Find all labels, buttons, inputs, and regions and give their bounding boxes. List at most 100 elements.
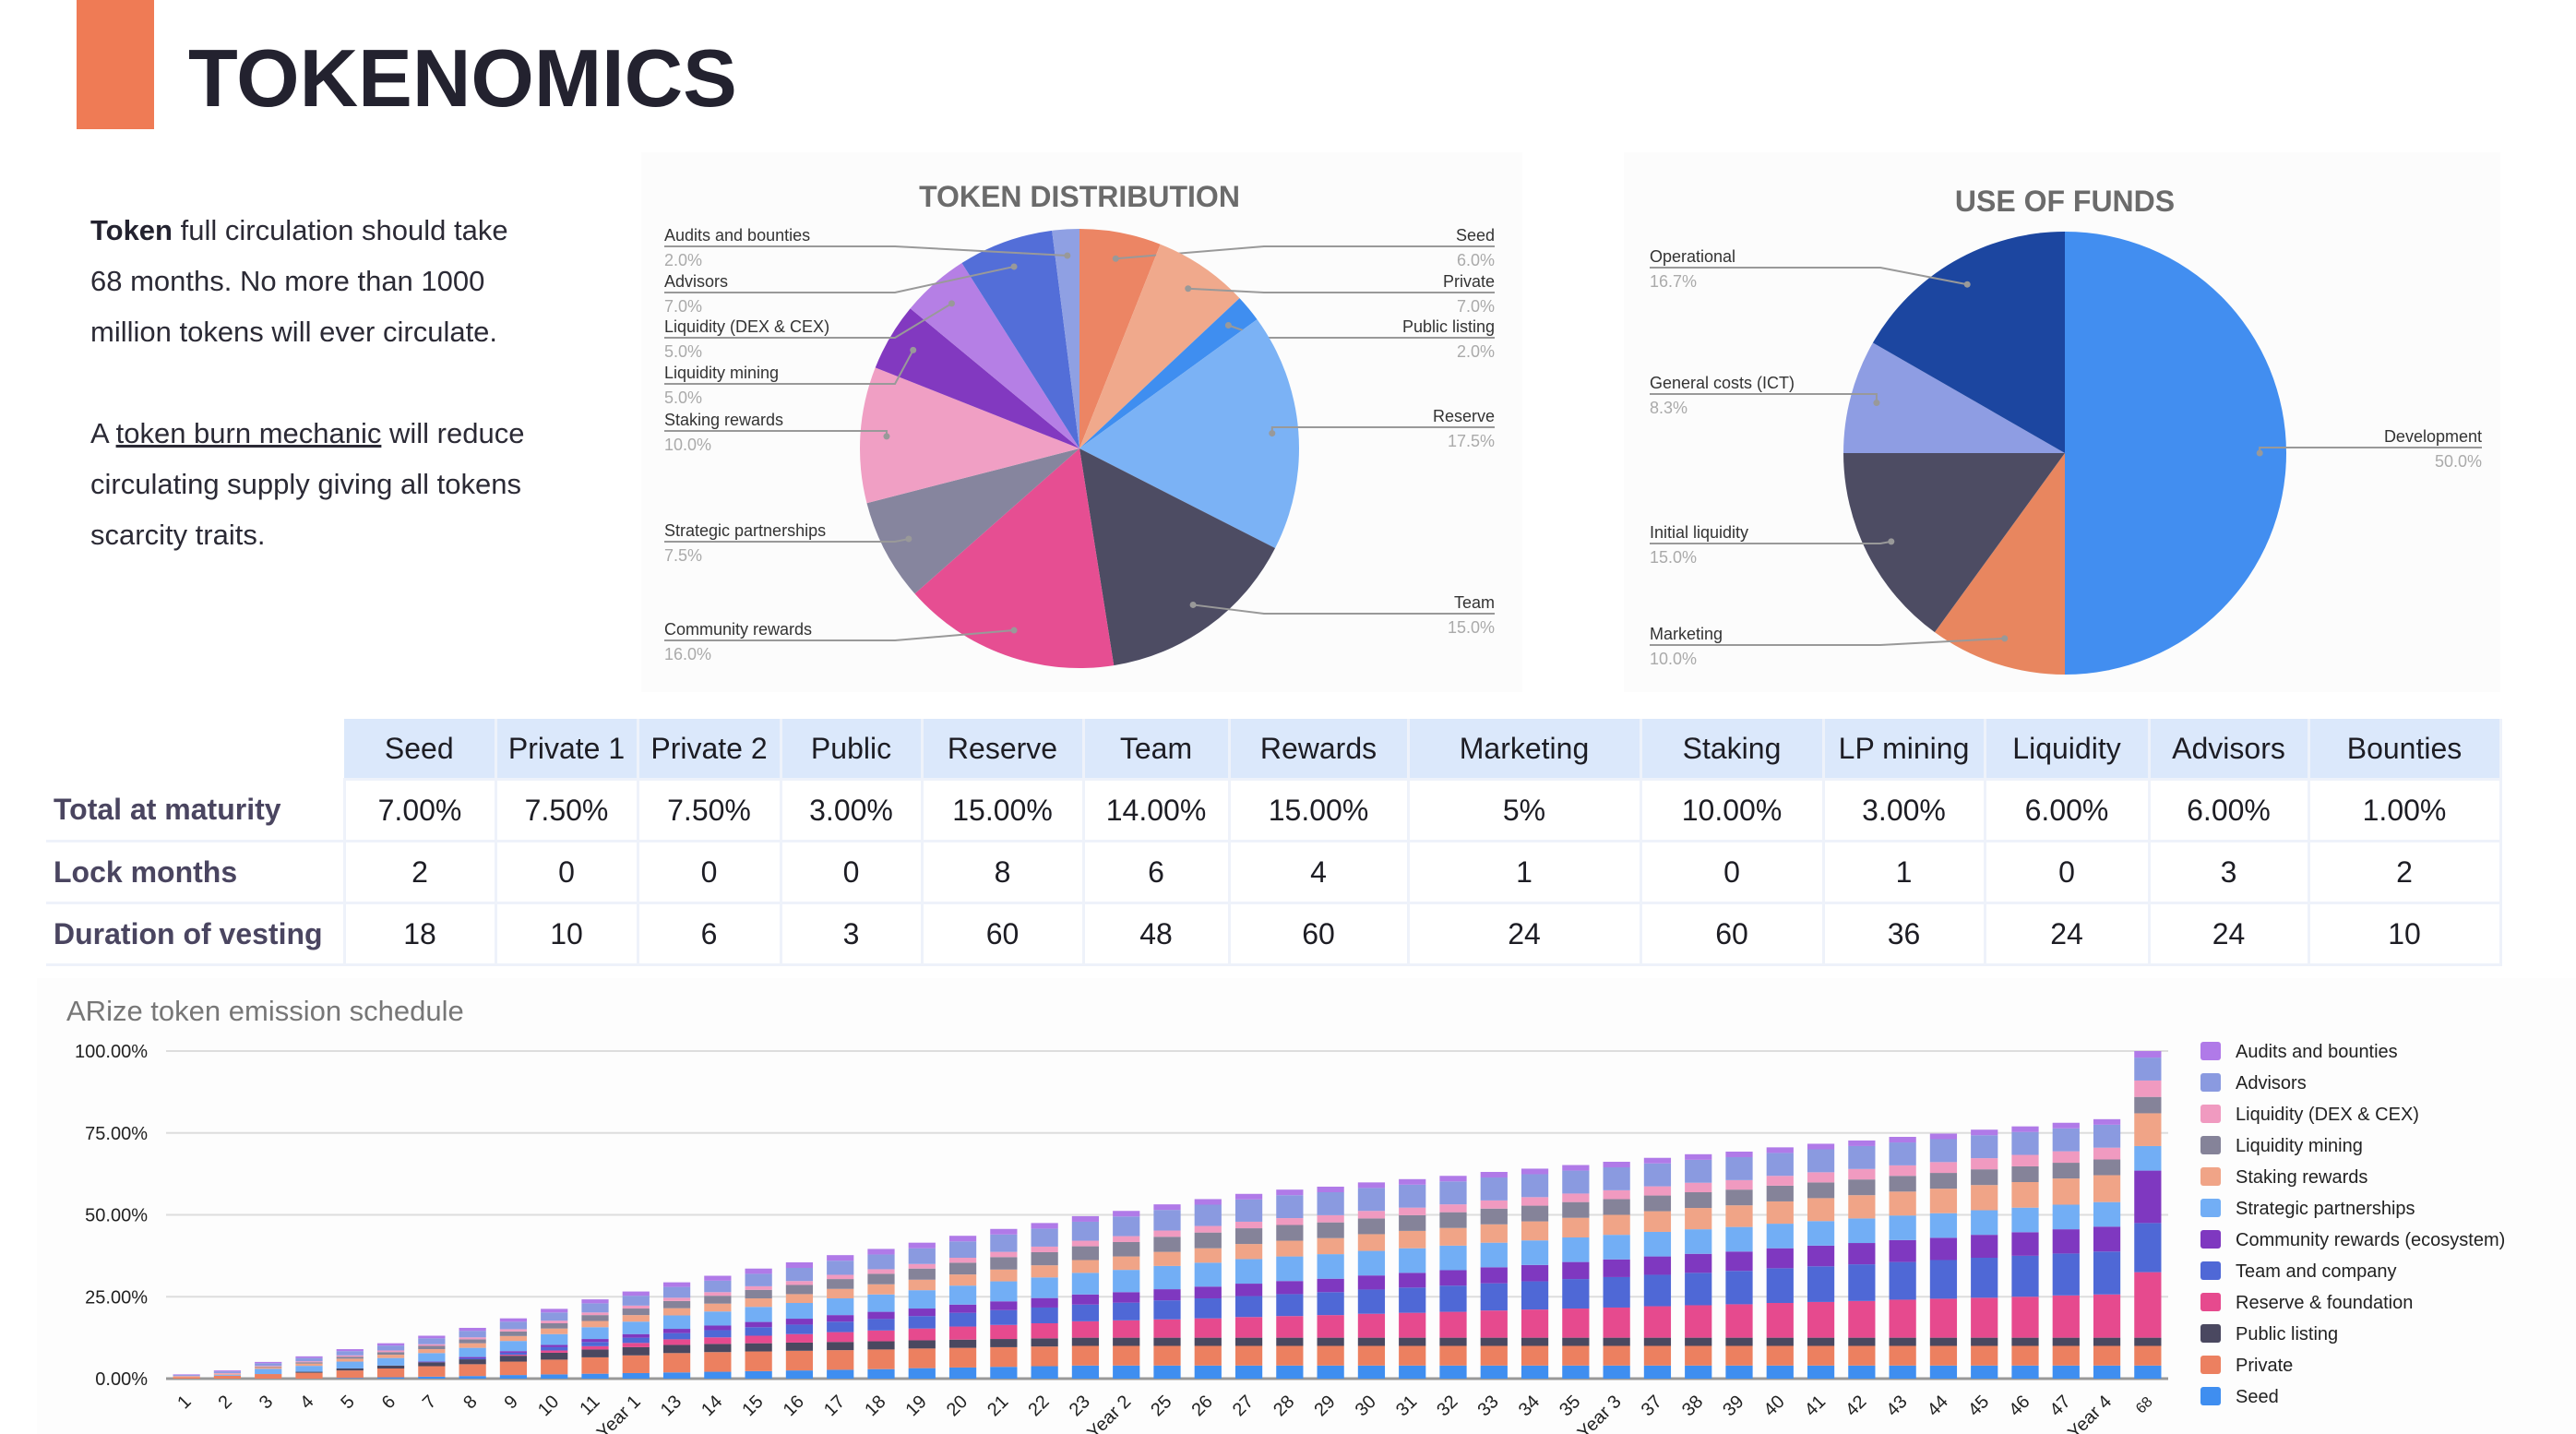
token-burn-link[interactable]: token burn mechanic [115, 417, 382, 449]
bar-segment [827, 1315, 854, 1322]
bar-segment [295, 1371, 323, 1373]
legend-swatch [2200, 1356, 2221, 1374]
bar-segment [1153, 1204, 1181, 1211]
bar-segment [418, 1361, 446, 1363]
bar-segment [948, 1274, 977, 1286]
bar-segment [1276, 1294, 1304, 1317]
legend-item: Private [2200, 1356, 2293, 1376]
bar-segment [704, 1325, 732, 1331]
bar-segment [1848, 1365, 1876, 1379]
legend-label: Reserve & foundation [2236, 1293, 2413, 1313]
bar-segment [1929, 1213, 1958, 1238]
bar-segment [1276, 1281, 1304, 1295]
bar-segment [2052, 1229, 2080, 1254]
pie-label: Reserve [1433, 407, 1495, 425]
leader-dot [1185, 285, 1192, 293]
column-header: Rewards [1229, 719, 1410, 781]
column-header: Team [1083, 719, 1231, 781]
bar-segment [1031, 1265, 1058, 1278]
bar-segment [745, 1268, 772, 1274]
pie-label: General costs (ICT) [1650, 374, 1795, 392]
bar-segment [1153, 1365, 1181, 1379]
bar-segment [1031, 1323, 1058, 1339]
leader-line [1192, 603, 1495, 615]
bar-segment [1357, 1211, 1386, 1219]
table-cell: 8 [922, 841, 1085, 904]
bar-segment [1971, 1129, 1998, 1136]
table-cell: 6 [1083, 841, 1231, 904]
leader-dot [1888, 538, 1895, 545]
legend-label: Staking rewards [2236, 1167, 2367, 1188]
bar-segment [255, 1366, 282, 1368]
bar-segment [1031, 1228, 1058, 1247]
pie-percent: 2.0% [664, 251, 702, 269]
bar-segment [2052, 1253, 2080, 1296]
bar-segment [1276, 1240, 1304, 1257]
pie-title: TOKEN DISTRIBUTION [919, 180, 1240, 213]
bar-segment [1807, 1143, 1835, 1150]
bar-segment [990, 1281, 1018, 1302]
bar-segment [2134, 1058, 2162, 1081]
bar-segment [2052, 1365, 2080, 1379]
bar-segment [1603, 1307, 1630, 1338]
legend-swatch [2200, 1105, 2221, 1123]
bar-segment [2134, 1365, 2162, 1379]
pie-percent: 10.0% [1650, 650, 1697, 668]
bar-segment [1317, 1292, 1344, 1316]
bar-segment [867, 1330, 895, 1342]
bar-segment [255, 1374, 282, 1379]
bar-segment [1725, 1205, 1753, 1227]
bar-segment [1725, 1226, 1753, 1252]
table-cell: 0 [1640, 841, 1825, 904]
leader-dot [1224, 321, 1232, 329]
leader-dot [948, 300, 955, 307]
bar-segment [1725, 1251, 1753, 1272]
row-label: Duration of vesting [46, 902, 346, 966]
bar-segment [1357, 1365, 1386, 1379]
bar-segment [499, 1355, 528, 1356]
bar-segment [827, 1350, 854, 1370]
bar-segment [1234, 1259, 1263, 1285]
table-cell: 3.00% [781, 779, 924, 842]
intro-p2-end: will reduce circulating supply giving al… [90, 417, 525, 551]
bar-segment [1971, 1169, 1998, 1186]
pie-slice [1843, 453, 2065, 633]
pie-percent: 15.0% [1448, 618, 1495, 637]
bar-segment [1685, 1273, 1712, 1306]
vesting-table: Seed Private 1 Private 2 Public Reserve Team R… [46, 719, 2502, 966]
table-cell: 7.50% [495, 779, 639, 842]
bar-segment [336, 1361, 364, 1368]
bar-segment [1399, 1287, 1426, 1313]
bar-segment [1399, 1312, 1426, 1338]
pie-label: Strategic partnerships [664, 521, 826, 540]
bar-segment [173, 1376, 200, 1378]
leader-line [1650, 540, 1891, 544]
bar-segment [1234, 1244, 1263, 1260]
bar-segment [1317, 1278, 1344, 1293]
bar-segment [990, 1324, 1018, 1340]
bar-segment [704, 1371, 732, 1379]
bar-segment [1521, 1345, 1549, 1366]
emission-panel [37, 978, 2576, 1434]
bar-segment [622, 1372, 650, 1379]
bar-segment [459, 1347, 486, 1357]
leader-dot [1010, 263, 1018, 270]
bar-segment [173, 1377, 200, 1379]
pie-label: Advisors [664, 272, 728, 291]
bar-segment [1439, 1181, 1467, 1205]
leader-line [664, 265, 1015, 293]
bar-segment [2052, 1337, 2080, 1346]
bar-segment [2052, 1295, 2080, 1338]
bar-segment [2093, 1345, 2121, 1366]
bar-segment [1643, 1274, 1672, 1307]
y-tick-label: 0.00% [95, 1369, 148, 1390]
bar-segment [2052, 1204, 2080, 1230]
bar-segment [1521, 1174, 1549, 1198]
table-cell: 60 [922, 902, 1085, 966]
bar-segment [908, 1328, 936, 1341]
table-cell: 7.50% [638, 779, 782, 842]
bar-segment [1929, 1237, 1958, 1261]
bar-segment [541, 1323, 568, 1329]
bar-segment [990, 1234, 1018, 1252]
legend-label: Liquidity mining [2236, 1136, 2363, 1156]
